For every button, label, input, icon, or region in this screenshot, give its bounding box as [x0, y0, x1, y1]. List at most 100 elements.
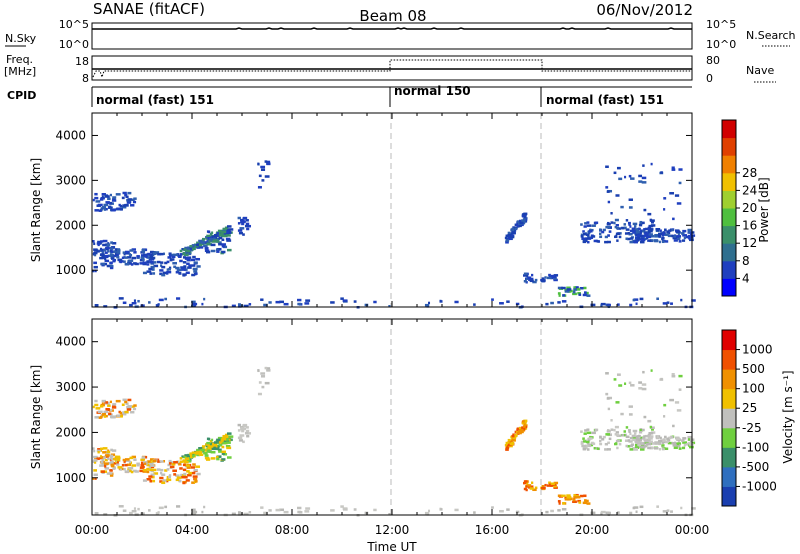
power-point: [639, 232, 642, 236]
power-point: [163, 252, 166, 256]
power-point: [200, 241, 206, 245]
power-point: [213, 234, 217, 237]
power-point: [168, 268, 172, 271]
power-point: [178, 255, 181, 258]
power-point: [624, 175, 627, 179]
velocity-point: [585, 440, 590, 444]
power-point: [582, 232, 587, 236]
velocity-point: [109, 461, 114, 464]
velocity-point: [213, 446, 216, 450]
velocity-point: [160, 468, 164, 472]
velocity-point: [168, 474, 172, 477]
velocity-point: [632, 438, 636, 442]
power-colorbar-swatch-6: [722, 172, 736, 191]
power-point: [231, 304, 236, 308]
velocity-point: [681, 439, 685, 442]
velocity-point: [206, 441, 211, 445]
velocity-point: [615, 401, 620, 404]
velocity-point: [588, 444, 592, 448]
power-point: [590, 236, 594, 240]
power-point: [608, 230, 612, 233]
power-point: [216, 232, 219, 235]
velocity-point: [150, 464, 155, 467]
power-point: [106, 264, 110, 268]
velocity-point: [649, 426, 655, 429]
power-point: [586, 221, 590, 224]
power-colorbar-tick-5: 24: [742, 183, 757, 197]
power-point: [215, 248, 219, 251]
power-point: [566, 288, 572, 291]
velocity-point: [186, 470, 190, 473]
power-colorbar-swatch-9: [722, 120, 736, 139]
power-point: [238, 231, 243, 235]
power-point: [105, 246, 110, 250]
velocity-point: [654, 442, 658, 445]
power-point: [191, 304, 196, 308]
velocity-point: [258, 381, 262, 384]
power-point: [665, 240, 669, 243]
power-point: [94, 253, 97, 257]
power-point: [364, 303, 369, 307]
velocity-point: [103, 513, 108, 516]
power-point: [677, 232, 680, 236]
velocity-point: [527, 484, 532, 487]
velocity-point: [519, 428, 524, 432]
power-point: [631, 227, 635, 231]
power-point: [116, 253, 119, 257]
power-point: [109, 201, 113, 205]
power-point: [671, 228, 674, 232]
velocity-point: [625, 435, 630, 439]
power-point: [638, 180, 643, 183]
velocity-point: [550, 509, 554, 513]
power-point: [659, 229, 662, 232]
power-point: [658, 240, 661, 244]
power-point: [668, 229, 672, 232]
power-point: [189, 245, 193, 248]
velocity-point: [215, 455, 219, 459]
velocity-point: [129, 511, 133, 515]
velocity-point: [617, 511, 620, 514]
power-point: [584, 222, 587, 225]
power-point: [606, 190, 610, 193]
velocity-point: [260, 372, 266, 375]
velocity-point: [583, 494, 587, 498]
power-point: [649, 219, 655, 222]
power-point: [116, 251, 121, 254]
power-point: [647, 239, 652, 242]
power-point: [128, 253, 132, 256]
velocity-point: [113, 462, 119, 465]
power-point: [106, 243, 111, 246]
velocity-point: [260, 375, 266, 378]
velocity-colorbar-tick-3: 25: [742, 401, 757, 415]
power-point: [689, 238, 694, 242]
velocity-point: [244, 432, 249, 435]
power-point: [424, 303, 430, 307]
velocity-point: [142, 479, 148, 482]
velocity-point: [640, 445, 646, 449]
power-point: [198, 239, 203, 243]
velocity-point: [261, 385, 265, 389]
velocity-point: [373, 508, 377, 512]
velocity-point: [246, 434, 250, 438]
velocity-point: [523, 481, 528, 485]
velocity-point: [172, 469, 177, 473]
power-point: [523, 218, 526, 221]
velocity-point: [134, 470, 139, 473]
power-point: [179, 253, 183, 256]
power-point: [585, 237, 590, 240]
power-point: [150, 256, 155, 260]
velocity-point: [630, 384, 635, 387]
power-point: [121, 196, 125, 200]
power-point: [110, 257, 115, 260]
velocity-point: [130, 410, 135, 414]
velocity-point: [199, 451, 203, 454]
power-point: [656, 297, 660, 301]
velocity-point: [667, 441, 673, 445]
velocity-point: [561, 508, 567, 511]
power-point: [628, 198, 633, 201]
velocity-point: [191, 508, 196, 512]
power-point: [182, 252, 186, 255]
power-ytick-2: 3000: [55, 173, 86, 187]
velocity-point: [260, 506, 264, 509]
power-point: [620, 205, 624, 209]
